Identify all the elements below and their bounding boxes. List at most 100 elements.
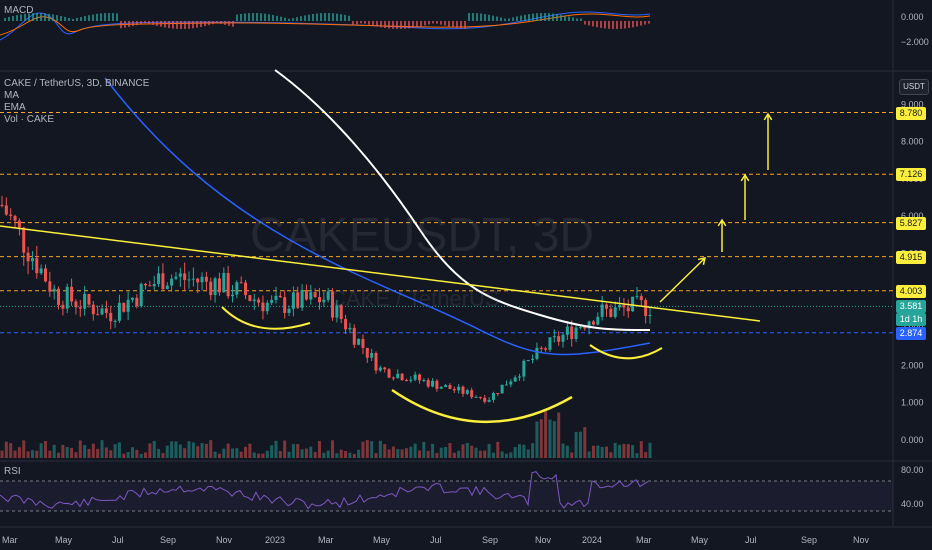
macd-histogram-bar xyxy=(8,16,10,21)
volume-bar xyxy=(287,451,291,458)
candle-body xyxy=(52,288,56,292)
volume-bar xyxy=(139,453,143,458)
macd-histogram-bar xyxy=(624,21,626,29)
candle-body xyxy=(491,392,495,400)
candle-body xyxy=(574,327,578,340)
volume-bar xyxy=(578,431,582,458)
candle-body xyxy=(605,304,609,309)
candle-body xyxy=(335,305,339,318)
candle-body xyxy=(43,268,47,282)
candle-body xyxy=(209,281,213,296)
volume-bar xyxy=(331,440,335,458)
macd-histogram-bar xyxy=(88,15,90,21)
candle-body xyxy=(165,285,169,290)
candle-body xyxy=(39,268,43,274)
candle-body xyxy=(157,273,161,285)
time-axis-label: Jul xyxy=(112,535,124,545)
candle-body xyxy=(300,290,304,308)
candle-body xyxy=(565,326,569,335)
indicator-ema-label[interactable]: EMA xyxy=(4,102,26,113)
macd-histogram-bar xyxy=(40,13,42,21)
macd-histogram-bar xyxy=(176,21,178,29)
candle-body xyxy=(431,380,435,387)
volume-bar xyxy=(278,451,282,458)
macd-histogram-bar xyxy=(328,13,330,21)
macd-histogram-bar xyxy=(156,21,158,26)
macd-histogram-bar xyxy=(96,13,98,21)
volume-bar xyxy=(52,444,56,458)
volume-bar xyxy=(222,448,226,458)
volume-bar xyxy=(626,444,630,458)
volume-bar xyxy=(587,451,591,458)
main-title[interactable]: CAKE / TetherUS, 3D, BINANCE xyxy=(4,78,150,89)
candle-body xyxy=(304,290,308,300)
candle-body xyxy=(274,295,278,300)
macd-histogram-bar xyxy=(592,21,594,27)
macd-histogram-bar xyxy=(468,13,470,21)
volume-bar xyxy=(317,441,321,458)
macd-histogram-bar xyxy=(380,21,382,28)
macd-histogram-bar xyxy=(556,14,558,21)
macd-histogram-bar xyxy=(332,13,334,21)
volume-bar xyxy=(644,452,648,458)
volume-bar xyxy=(152,440,156,458)
candle-body xyxy=(639,296,643,301)
candle-body xyxy=(418,374,422,381)
macd-axis-label: −2.000 xyxy=(901,37,929,47)
macd-histogram-bar xyxy=(448,21,450,27)
macd-histogram-bar xyxy=(516,16,518,21)
volume-bar xyxy=(283,440,287,458)
macd-histogram-bar xyxy=(16,15,18,21)
volume-bar xyxy=(478,450,482,458)
macd-histogram-bar xyxy=(64,16,66,21)
macd-histogram-bar xyxy=(636,21,638,27)
volume-bar xyxy=(548,419,552,458)
volume-bar xyxy=(57,452,61,458)
indicator-ma-label[interactable]: MA xyxy=(4,90,19,101)
price-axis-label: 6.000 xyxy=(901,211,924,221)
macd-histogram-bar xyxy=(436,21,438,24)
volume-bar xyxy=(409,446,413,458)
volume-bar xyxy=(35,450,39,458)
countdown-tag: 1d 1h xyxy=(896,313,926,327)
currency-badge[interactable]: USDT xyxy=(899,79,929,95)
macd-histogram-bar xyxy=(44,13,46,21)
macd-histogram-bar xyxy=(4,17,6,21)
macd-histogram-bar xyxy=(160,21,162,27)
volume-bar xyxy=(396,449,400,458)
candle-body xyxy=(522,360,526,377)
volume-bar xyxy=(539,419,543,458)
macd-histogram-bar xyxy=(548,13,550,21)
volume-bar xyxy=(235,448,239,458)
macd-histogram-bar xyxy=(544,13,546,21)
volume-bar xyxy=(444,447,448,458)
volume-bar xyxy=(226,443,230,458)
volume-bar xyxy=(30,450,34,458)
volume-bar xyxy=(248,443,252,458)
candle-body xyxy=(487,399,491,402)
candle-body xyxy=(439,387,443,389)
volume-bar xyxy=(461,444,465,458)
macd-histogram-bar xyxy=(84,16,86,21)
macd-histogram-bar xyxy=(196,21,198,28)
macd-histogram-bar xyxy=(464,21,466,29)
macd-histogram-bar xyxy=(440,21,442,25)
volume-bar xyxy=(78,440,82,458)
volume-bar xyxy=(200,443,204,458)
volume-bar xyxy=(183,448,187,458)
macd-histogram-bar xyxy=(300,16,302,21)
macd-histogram-bar xyxy=(32,13,34,21)
volume-bar xyxy=(213,451,217,458)
macd-axis-label: 0.000 xyxy=(901,12,924,22)
candle-body xyxy=(535,347,539,359)
macd-histogram-bar xyxy=(132,21,134,27)
candle-body xyxy=(196,278,200,283)
macd-histogram-bar xyxy=(104,13,106,21)
time-axis-label: Sep xyxy=(801,535,817,545)
macd-histogram-bar xyxy=(168,21,170,29)
volume-bar xyxy=(357,449,361,458)
indicator-volume-label[interactable]: Vol · CAKE xyxy=(4,114,55,125)
candle-body xyxy=(326,291,330,300)
macd-histogram-bar xyxy=(24,13,26,21)
